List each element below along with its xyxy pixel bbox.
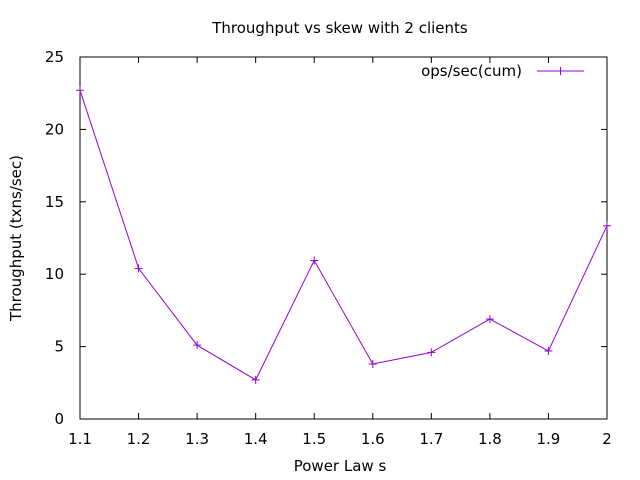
y-tick-label: 5: [54, 338, 64, 356]
y-tick-label: 25: [45, 48, 64, 66]
y-tick-label: 0: [54, 410, 64, 428]
plot-frame: [79, 56, 608, 420]
y-tick-label: 15: [45, 193, 64, 211]
data-point-marker: [134, 264, 143, 273]
data-point-marker: [427, 348, 436, 357]
x-tick-label: 1.1: [68, 430, 92, 448]
legend: ops/sec(cum): [421, 62, 584, 80]
x-tick-label: 1.9: [537, 430, 561, 448]
legend-marker: [556, 67, 565, 75]
x-tick-label: 1.7: [419, 430, 443, 448]
x-tick-label: 1.3: [185, 430, 209, 448]
x-tick-label: 1.8: [478, 430, 502, 448]
series-layer: [76, 86, 611, 384]
y-tick-label: 20: [45, 120, 64, 138]
series-line: [79, 90, 608, 381]
y-axis-label: Throughput (txns/sec): [7, 155, 25, 322]
data-point-marker: [310, 256, 319, 265]
data-point-marker: [603, 221, 611, 230]
chart-title: Throughput vs skew with 2 clients: [211, 19, 468, 37]
x-tick-label: 1.6: [361, 430, 385, 448]
x-tick-label: 1.5: [302, 430, 326, 448]
y-tick-label: 10: [45, 265, 64, 283]
data-point-marker: [76, 86, 84, 95]
y-axis-ticks: 0 5 10 15 20 25: [45, 48, 607, 428]
data-point-marker: [485, 315, 494, 324]
data-point-marker: [193, 341, 202, 350]
data-point-marker: [368, 359, 377, 368]
x-axis-ticks: 1.1 1.2 1.3 1.4 1.5 1.6 1.7 1.8 1.9 2: [68, 57, 612, 448]
legend-label: ops/sec(cum): [421, 62, 522, 80]
x-tick-label: 1.4: [244, 430, 268, 448]
data-point-marker: [544, 346, 553, 355]
x-tick-label: 1.2: [127, 430, 151, 448]
x-tick-label: 2: [602, 430, 612, 448]
x-axis-label: Power Law s: [294, 457, 387, 475]
data-point-marker: [251, 375, 260, 384]
